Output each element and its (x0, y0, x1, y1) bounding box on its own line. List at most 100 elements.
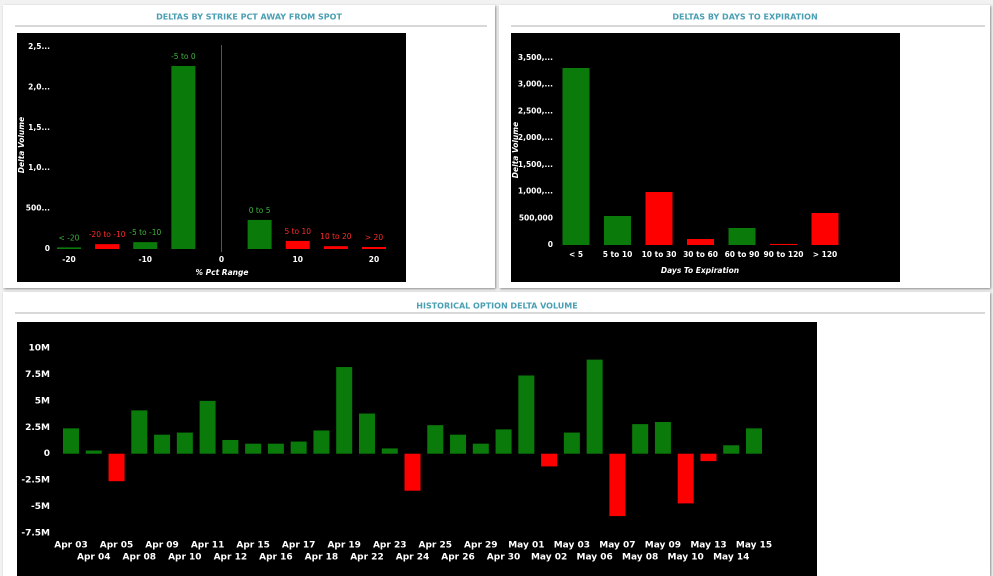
bar (245, 443, 262, 454)
bar (746, 428, 762, 454)
x-tick-label: 10 (293, 255, 303, 264)
plot-area (17, 33, 406, 282)
x-axis-label: Days To Expiration (661, 266, 739, 275)
bar (290, 441, 307, 454)
x-axis-label: % Pct Range (196, 268, 249, 277)
y-tick-label: 3,500,... (518, 53, 553, 62)
bar (222, 439, 239, 454)
bar (609, 453, 626, 517)
x-tick-label: Apr 09 (145, 541, 179, 551)
x-tick-label: May 14 (713, 553, 749, 563)
y-tick-label: 0 (44, 449, 50, 459)
x-tick-label: Apr 08 (123, 553, 157, 563)
data-label: -20 to -10 (89, 230, 126, 239)
x-tick-label: Apr 11 (191, 541, 225, 551)
y-tick-label: 3,000,... (518, 80, 553, 89)
x-tick-label: Apr 16 (259, 553, 293, 563)
plot-area (17, 322, 817, 576)
x-tick-label: Apr 12 (214, 553, 248, 563)
bar (562, 67, 590, 245)
y-tick-label: 2,0... (28, 82, 50, 91)
x-tick-label: 5 to 10 (603, 250, 633, 259)
data-label: < -20 (59, 233, 80, 242)
bar (95, 244, 120, 249)
x-tick-label: Apr 30 (487, 553, 521, 563)
x-tick-label: Apr 17 (282, 541, 316, 551)
bar (723, 445, 740, 454)
bar (728, 228, 756, 245)
bar (154, 434, 171, 454)
x-tick-label: 10 to 30 (642, 250, 677, 259)
y-tick-label: 0 (548, 240, 553, 249)
x-tick-label: May 06 (576, 553, 612, 563)
y-tick-label: 2,500,... (518, 106, 553, 115)
y-tick-label: 500,000 (519, 213, 553, 222)
x-tick-label: May 02 (531, 553, 567, 563)
x-tick-label: Apr 18 (305, 553, 339, 563)
x-tick-label: 0 (219, 255, 224, 264)
x-tick-label: Apr 23 (373, 541, 407, 551)
bar (285, 240, 310, 249)
x-tick-label: May 15 (736, 541, 772, 551)
bar (199, 400, 216, 454)
x-tick-label: May 08 (622, 553, 658, 563)
data-label: > 20 (365, 233, 383, 242)
y-tick-label: 2,5... (28, 42, 50, 51)
bar (336, 367, 353, 454)
bar (358, 413, 375, 454)
bar (85, 450, 102, 454)
y-tick-label: 1,500,... (518, 160, 553, 169)
bar (495, 429, 512, 454)
bar (586, 359, 603, 454)
x-tick-label: 60 to 90 (725, 250, 760, 259)
x-tick-label: May 10 (668, 553, 704, 563)
x-tick-label: Apr 05 (100, 541, 134, 551)
bar (427, 425, 444, 454)
x-tick-label: May 01 (508, 541, 544, 551)
x-tick-label: Apr 26 (441, 553, 475, 563)
bar (450, 434, 467, 454)
x-tick-label: May 09 (645, 541, 681, 551)
x-tick-label: -20 (62, 255, 76, 264)
x-tick-label: Apr 03 (54, 541, 88, 551)
bar (518, 375, 535, 454)
y-tick-label: 10M (29, 344, 51, 354)
bar (176, 432, 193, 454)
y-tick-label: 1,000,... (518, 187, 553, 196)
x-tick-label: 20 (369, 255, 379, 264)
x-tick-label: 90 to 120 (763, 250, 803, 259)
x-tick-label: Apr 25 (419, 541, 453, 551)
bar (57, 247, 81, 249)
bar (171, 65, 196, 249)
x-tick-label: -10 (138, 255, 152, 264)
bar (323, 246, 348, 249)
bar (645, 191, 673, 245)
y-tick-label: 1,5... (28, 123, 50, 132)
y-tick-label: -2.5M (21, 476, 50, 486)
bar (687, 239, 714, 245)
bar (632, 424, 649, 454)
y-tick-label: 2.5M (25, 423, 50, 433)
data-label: -5 to -10 (129, 228, 161, 237)
y-axis-label: Delta Volume (511, 122, 520, 178)
data-label: -5 to 0 (171, 52, 196, 61)
x-tick-label: 30 to 60 (683, 250, 718, 259)
bar (313, 430, 330, 454)
bar (604, 215, 631, 245)
x-tick-label: Apr 04 (77, 553, 111, 563)
bar (677, 453, 694, 504)
bar (131, 410, 148, 454)
bar (267, 443, 284, 454)
bar (700, 453, 717, 462)
bar (770, 243, 797, 245)
bar (472, 443, 489, 454)
x-tick-label: May 03 (554, 541, 590, 551)
bar (541, 453, 558, 467)
y-tick-label: -5M (31, 502, 50, 512)
bar (362, 246, 386, 249)
y-tick-label: 1,0... (28, 163, 50, 172)
chart-title: DELTAS BY STRIKE PCT AWAY FROM SPOT (156, 13, 342, 22)
bar (381, 448, 398, 454)
x-tick-label: Apr 29 (464, 541, 498, 551)
bar (247, 219, 272, 249)
